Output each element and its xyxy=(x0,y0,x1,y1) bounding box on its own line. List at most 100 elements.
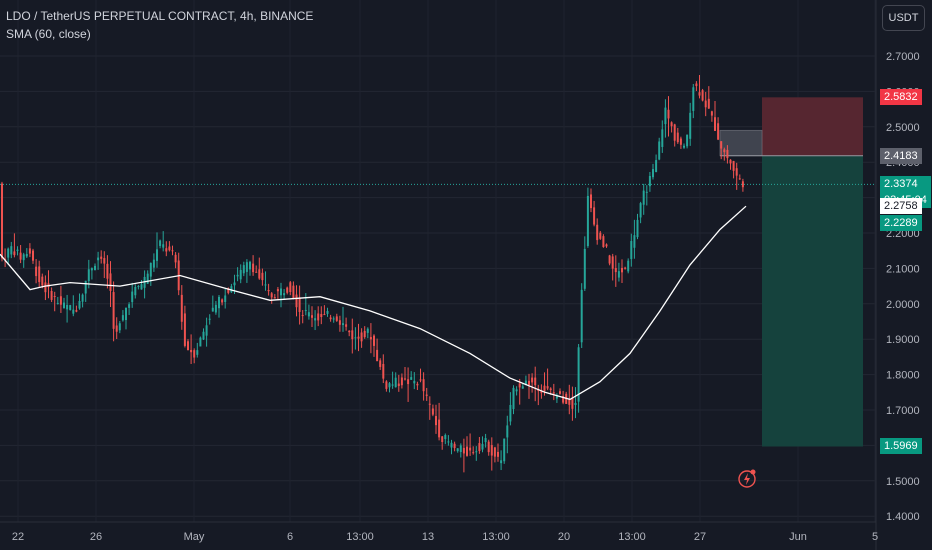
candle-body xyxy=(196,350,199,355)
candle-body xyxy=(410,377,413,380)
candle-body xyxy=(478,443,481,452)
candle-body xyxy=(10,246,13,255)
candle-body xyxy=(183,313,186,346)
currency-button[interactable]: USDT xyxy=(882,5,925,31)
candle-body xyxy=(425,394,428,396)
candle-body xyxy=(245,262,248,272)
symbol-title[interactable]: LDO / TetherUS PERPETUAL CONTRACT, 4h, B… xyxy=(6,9,314,23)
candle-body xyxy=(53,296,56,298)
candle-body xyxy=(159,240,162,246)
candle-body xyxy=(32,250,34,261)
candle-body xyxy=(373,335,375,346)
candle-body xyxy=(490,445,493,456)
candle-body xyxy=(187,341,189,351)
candle-body xyxy=(534,377,537,386)
candle-body xyxy=(428,403,431,405)
candle-body xyxy=(351,330,354,340)
x-tick-label: 13:00 xyxy=(618,531,646,543)
candle-body xyxy=(7,248,10,258)
candle-body xyxy=(695,83,698,87)
candle-body xyxy=(385,381,388,389)
candle-body xyxy=(710,111,713,116)
candle-body xyxy=(487,441,490,453)
y-tick-label: 1.8000 xyxy=(886,370,920,382)
candle-body xyxy=(202,331,205,340)
y-tick-label: 2.7000 xyxy=(886,51,920,63)
x-tick-label: May xyxy=(184,531,205,543)
candle-body xyxy=(261,272,264,281)
entry-price-flag: 2.4183 xyxy=(880,147,922,164)
candle-body xyxy=(462,447,465,454)
candle-body xyxy=(193,350,196,358)
candle-body xyxy=(521,386,524,389)
candle-body xyxy=(515,389,518,392)
x-tick-label: 13:00 xyxy=(346,531,374,543)
candle-body xyxy=(580,289,583,343)
candle-body xyxy=(614,268,617,273)
candle-body xyxy=(382,363,385,379)
candle-body xyxy=(63,302,65,309)
candle-body xyxy=(28,248,31,254)
candle-body xyxy=(249,261,251,270)
candle-body xyxy=(345,324,348,327)
candle-body xyxy=(543,385,546,391)
candle-body xyxy=(658,141,661,160)
candle-body xyxy=(459,445,462,452)
candle-body xyxy=(323,314,326,316)
x-tick-label: 13 xyxy=(422,531,434,543)
low-mark-flag: 2.2289 xyxy=(880,214,922,231)
indicator-legend[interactable]: SMA (60, close) xyxy=(6,27,91,41)
candle-body xyxy=(512,387,515,410)
candle-body xyxy=(292,285,295,299)
y-tick-label: 2.5000 xyxy=(886,122,920,134)
candle-body xyxy=(633,235,636,248)
candle-body xyxy=(624,267,627,269)
candle-body xyxy=(419,379,422,381)
candle-body xyxy=(617,271,620,278)
candle-body xyxy=(509,404,512,422)
candle-body xyxy=(664,107,667,125)
candle-body xyxy=(115,325,118,332)
candle-body xyxy=(450,442,453,448)
candle-body xyxy=(348,330,351,333)
candle-body xyxy=(577,347,580,402)
candle-body xyxy=(590,194,592,209)
candle-body xyxy=(1,183,3,259)
candle-body xyxy=(16,249,19,251)
candle-body xyxy=(301,315,304,317)
candle-body xyxy=(518,383,521,388)
candle-body xyxy=(112,292,115,329)
candle-body xyxy=(25,254,28,257)
candle-body xyxy=(208,318,211,320)
candle-body xyxy=(13,251,16,256)
candle-body xyxy=(528,380,530,386)
candle-body xyxy=(171,250,174,252)
candle-body xyxy=(391,384,394,386)
position-zones xyxy=(719,97,863,447)
candle-body xyxy=(652,169,654,178)
candle-body xyxy=(50,291,53,300)
candle-body xyxy=(276,289,279,292)
candle-body xyxy=(320,313,323,318)
candle-body xyxy=(199,337,202,347)
candle-body xyxy=(97,257,100,261)
candle-body xyxy=(481,443,484,450)
candle-body xyxy=(673,124,676,141)
candle-body xyxy=(106,263,109,279)
candle-body xyxy=(255,271,258,273)
candle-body xyxy=(608,255,611,264)
candle-body xyxy=(69,305,72,311)
candle-body xyxy=(363,330,366,338)
lightning-icon[interactable] xyxy=(736,468,758,490)
candle-body xyxy=(94,265,96,271)
candle-body xyxy=(335,316,338,321)
candle-body xyxy=(87,269,90,282)
candle-body xyxy=(75,310,78,312)
candle-body xyxy=(655,160,658,173)
candle-body xyxy=(38,266,41,283)
candle-body xyxy=(221,299,224,303)
candle-body xyxy=(369,337,372,340)
candle-body xyxy=(72,309,75,314)
sma-price-flag: 2.2758 xyxy=(880,198,922,215)
